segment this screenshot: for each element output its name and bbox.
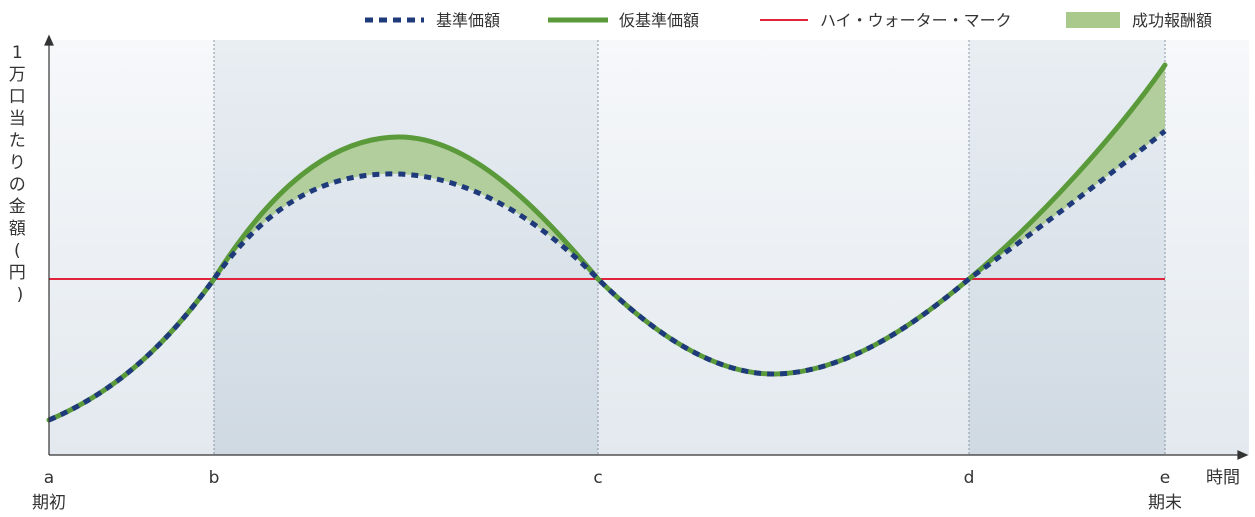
y-label-char: 1	[12, 43, 23, 63]
x-axis-arrow	[1237, 450, 1249, 460]
band-b-c	[214, 40, 598, 455]
x-tick-e: e	[1160, 468, 1170, 488]
period-start-label: 期初	[32, 493, 66, 513]
y-label-char: 口	[9, 87, 26, 107]
legend-fee-swatch	[1066, 12, 1120, 28]
legend-base-label: 基準価額	[436, 11, 500, 30]
legend-provisional-label: 仮基準価額	[619, 11, 699, 30]
y-label-char: 額	[9, 219, 26, 239]
y-label-char: り	[9, 153, 26, 173]
y-label-char: 当	[9, 109, 26, 129]
legend-hwm-label: ハイ・ウォーター・マーク	[820, 11, 1012, 30]
y-label-char: 万	[9, 65, 26, 85]
y-label-char: 円	[9, 263, 26, 283]
y-label-char: の	[9, 175, 26, 195]
y-label-char: (	[14, 241, 21, 261]
y-axis-label: 1 万 口 当 た り の 金 額 ( 円 )	[9, 43, 31, 305]
legend: 基準価額 仮基準価額 ハイ・ウォーター・マーク 成功報酬額	[365, 11, 1212, 30]
y-label-char: 金	[9, 197, 26, 217]
y-label-char: た	[9, 131, 26, 151]
x-tick-c: c	[593, 468, 602, 488]
period-end-label: 期末	[1148, 493, 1182, 513]
x-tick-b: b	[209, 468, 220, 488]
x-axis-title: 時間	[1206, 468, 1240, 488]
base-nav-line	[48, 129, 1167, 423]
y-axis-arrow	[44, 34, 54, 46]
x-tick-d: d	[964, 468, 975, 488]
y-label-char: )	[17, 285, 24, 305]
fee-area-1	[214, 136, 598, 279]
x-tick-a: a	[44, 468, 54, 488]
legend-fee-label: 成功報酬額	[1132, 11, 1212, 30]
axes	[44, 34, 1249, 460]
